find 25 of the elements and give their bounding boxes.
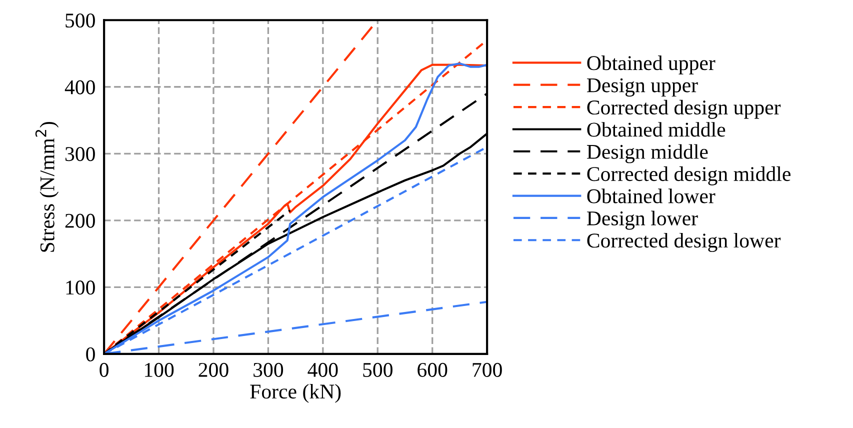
- y-tick-label: 400: [64, 80, 95, 94]
- x-tick-label: 300: [254, 362, 284, 377]
- x-axis-title: Force (kN): [250, 384, 341, 403]
- y-tick-label: 300: [65, 147, 95, 162]
- legend-label: Design upper: [586, 78, 698, 97]
- x-tick-label: 0: [100, 362, 108, 377]
- x-tick-label: 400: [308, 362, 338, 377]
- x-tick-label: 500: [363, 362, 392, 377]
- x-tick-label: 100: [144, 362, 174, 377]
- legend-label: Corrected design lower: [587, 232, 781, 252]
- y-tick-label: 500: [66, 13, 95, 28]
- legend-label: Design lower: [586, 210, 698, 230]
- legend-label: Obtained upper: [587, 56, 716, 74]
- y-tick-label: 0: [86, 347, 95, 362]
- legend-label: Design middle: [586, 144, 708, 164]
- y-axis-title: Stress (N/mm$^{2}$): [35, 122, 59, 252]
- legend-label: Obtained lower: [587, 188, 716, 204]
- y-tick-label: 100: [66, 280, 95, 295]
- legend-label: Corrected design middle: [587, 166, 790, 186]
- x-tick-label: 600: [418, 362, 448, 377]
- legend-label: Obtained middle: [587, 122, 726, 137]
- legend-label: Corrected design upper: [587, 100, 781, 119]
- x-tick-label: 700: [472, 362, 502, 377]
- y-tick-label: 200: [65, 214, 95, 228]
- x-tick-label: 200: [198, 362, 228, 377]
